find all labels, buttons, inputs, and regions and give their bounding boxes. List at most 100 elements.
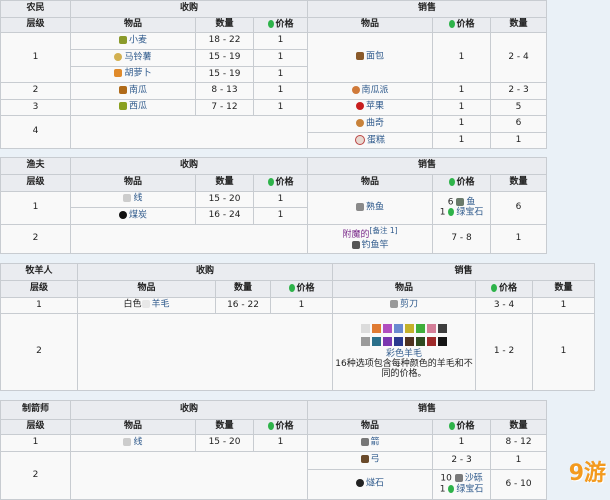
qty-cell: 6 - 10 [490, 469, 548, 500]
qty-cell: 8 - 13 [195, 82, 254, 100]
price-cell: 1 [432, 82, 492, 100]
qty-cell: 8 - 12 [490, 434, 548, 452]
price-cell: 3 - 4 [475, 297, 534, 314]
price-cell: 1 [432, 132, 492, 149]
enchanted-label: 附魔的 [342, 229, 370, 240]
qty-header: 数量 [195, 17, 254, 33]
emerald-icon [491, 283, 498, 292]
item-link[interactable]: 面包 [366, 51, 385, 62]
wool-swatch [438, 324, 448, 334]
item-link[interactable]: 煤炭 [128, 210, 147, 221]
wool-color-swatches [334, 324, 475, 350]
item-link[interactable]: 箭 [370, 437, 380, 448]
sell-header: 销售 [307, 400, 548, 420]
sell-header: 销售 [307, 0, 548, 18]
price-amount: 1 [439, 484, 446, 494]
buy-header: 收购 [69, 0, 309, 18]
item-link[interactable]: 沙砾 [464, 473, 483, 484]
item-cell: 熟鱼 [307, 191, 434, 225]
item-link[interactable]: 南瓜派 [361, 85, 389, 96]
item-link[interactable]: 南瓜 [128, 85, 147, 96]
wool-swatch [383, 337, 393, 347]
string-icon [123, 194, 132, 203]
price-cell: 1 [432, 32, 492, 83]
arrow-icon [360, 437, 369, 446]
item-link[interactable]: 燧石 [366, 478, 385, 489]
qty-cell: 15 - 20 [195, 191, 254, 208]
description: 16种选项包含每种颜色的羊毛和不同的价格。 [335, 358, 473, 379]
item-cell: 煤炭 [70, 207, 196, 225]
item-link[interactable]: 胡萝卜 [124, 68, 152, 79]
item-link[interactable]: 绿宝石 [456, 484, 484, 494]
item-link[interactable]: 苹果 [366, 101, 385, 112]
carrot-icon [114, 69, 123, 78]
wool-swatch [372, 337, 382, 347]
apple-icon [356, 102, 365, 111]
note-link[interactable]: [备注 1] [369, 225, 398, 235]
bow-icon [360, 455, 369, 464]
role-header: 农民 [0, 0, 71, 18]
item-link[interactable]: 线 [133, 193, 143, 204]
item-link[interactable]: 绿宝石 [456, 207, 484, 218]
coal-icon [118, 210, 127, 219]
item-link[interactable]: 羊毛 [151, 299, 170, 310]
cake-icon [355, 134, 366, 145]
item-link[interactable]: 小麦 [128, 35, 147, 46]
price-cell: 1 [252, 99, 309, 116]
item-cell: 西瓜 [70, 99, 196, 116]
price-cell: 1 [252, 32, 309, 50]
qty-cell: 15 - 19 [195, 66, 254, 83]
price-header: 价格 [269, 280, 334, 298]
price-header: 价格 [432, 174, 492, 192]
potato-icon [114, 52, 123, 61]
item-link[interactable]: 彩色羊毛 [386, 349, 423, 360]
item-header: 物品 [70, 419, 196, 435]
qty-cell: 2 - 4 [490, 32, 548, 83]
item-link[interactable]: 马铃薯 [124, 52, 152, 63]
item-link[interactable]: 线 [133, 437, 143, 448]
string-icon [123, 437, 132, 446]
empty-cell [69, 115, 309, 149]
price-cell: 10 沙砾 1 绿宝石 [432, 469, 492, 500]
item-header: 物品 [307, 17, 434, 33]
fish-icon [456, 197, 465, 206]
item-link[interactable]: 蛋糕 [367, 135, 386, 146]
qty-cell: 1 [490, 224, 548, 254]
item-cell: 面包 [307, 32, 434, 83]
item-header: 物品 [70, 17, 196, 33]
item-link[interactable]: 钓鱼竿 [361, 240, 389, 251]
price-header: 价格 [252, 174, 309, 192]
emerald-icon [448, 177, 455, 186]
price-label: 价格 [275, 421, 294, 432]
price-cell: 1 - 2 [475, 313, 534, 391]
item-cell: 燧石 [307, 469, 434, 500]
price-cell: 1 [432, 99, 492, 116]
tier-cell: 1 [0, 297, 78, 314]
price-cell: 1 [432, 115, 492, 133]
price-amount: 6 [447, 197, 454, 208]
item-link[interactable]: 曲奇 [366, 118, 385, 129]
tier-cell: 2 [0, 224, 71, 254]
price-header: 价格 [252, 419, 309, 435]
item-link[interactable]: 鱼 [466, 197, 476, 208]
qty-cell: 6 [490, 115, 548, 133]
item-link[interactable]: 剪刀 [400, 299, 419, 310]
qty-cell: 5 [490, 99, 548, 116]
qty-cell: 18 - 22 [195, 32, 254, 50]
emerald-icon [448, 208, 455, 216]
sell-header: 销售 [332, 263, 596, 281]
empty-cell [69, 224, 309, 254]
wool-swatch [361, 324, 371, 334]
tier-header: 层级 [0, 419, 71, 435]
watermark-logo: 9游 [568, 461, 606, 486]
tier-header: 层级 [0, 174, 71, 192]
emerald-icon [267, 421, 274, 430]
item-link[interactable]: 熟鱼 [366, 202, 385, 213]
price-label: 价格 [275, 177, 294, 188]
wool-swatch [405, 337, 415, 347]
item-link[interactable]: 弓 [370, 454, 380, 465]
role-header: 渔夫 [0, 157, 71, 175]
price-cell: 1 [432, 434, 492, 452]
item-link[interactable]: 西瓜 [128, 101, 147, 112]
